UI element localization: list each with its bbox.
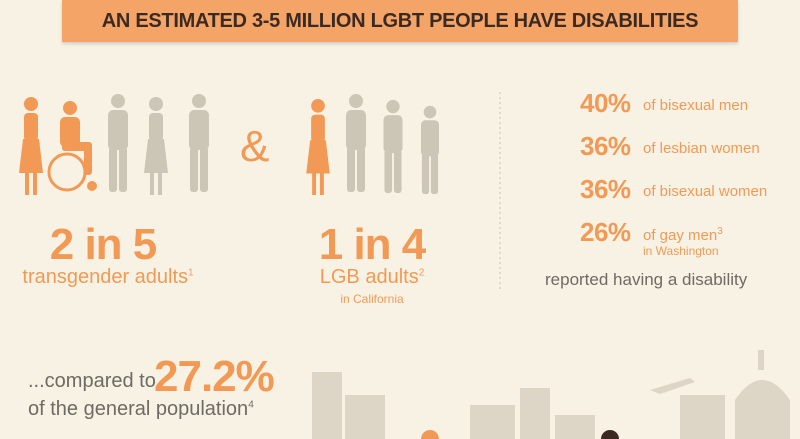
label-text: of bisexual women [643,183,768,200]
group-label: LGB adults2 [320,266,425,289]
group-label: transgender adults1 [22,266,193,289]
figure [421,105,439,194]
list-label: of gay men3 [643,226,723,244]
figure [189,94,209,192]
label-text: transgender adults [22,266,189,288]
list-stat: 26% [580,217,631,247]
footnote-mark: 4 [248,399,254,411]
comparison-prefix: ...compared to [28,370,156,392]
head-silhouette [421,430,439,439]
group-sublabel: in California [340,292,404,306]
figure [346,94,366,192]
label-text: of gay men [643,227,718,244]
list-footer: reported having a disability [545,270,748,289]
figure [19,97,43,195]
left-figures [19,94,209,195]
figure [306,98,330,195]
comparison-stat: 27.2% [154,352,275,401]
list-sublabel: in Washington [643,244,719,258]
list-stat: 40% [580,88,631,118]
right-figures [306,94,439,195]
title: AN ESTIMATED 3-5 MILLION LGBT PEOPLE HAV… [101,9,699,32]
skyline [312,350,790,439]
label-text: LGB adults [319,266,419,288]
figure [383,99,403,193]
footnote-mark: 3 [717,226,723,237]
group-stat: 1 in 4 [318,220,426,269]
footnote-mark: 1 [188,267,194,279]
connector: & [240,122,270,171]
label-text: of bisexual men [643,97,749,114]
head-silhouette [601,430,619,439]
wheelchair-figure [47,101,97,192]
label-text: of the general population [28,398,249,420]
group-stat: 2 in 5 [49,220,157,269]
list-stat: 36% [580,174,631,204]
list-stat: 36% [580,131,631,161]
list-label: of bisexual women [643,183,767,200]
comparison-label: of the general population4 [28,398,254,421]
figure [144,97,168,195]
footnote-mark: 2 [418,267,425,279]
list-label: of bisexual men [643,97,748,114]
figure [108,94,128,192]
list-label: of lesbian women [643,140,760,157]
title-banner: AN ESTIMATED 3-5 MILLION LGBT PEOPLE HAV… [62,0,738,42]
label-text: of lesbian women [643,140,760,157]
